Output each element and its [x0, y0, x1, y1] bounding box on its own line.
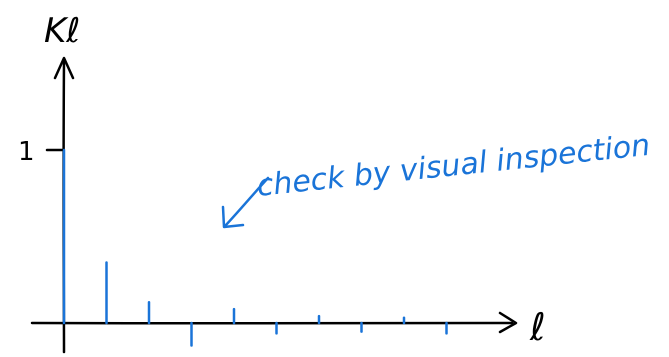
x-axis-label: ℓ — [529, 305, 546, 349]
x-axis-arrowhead — [498, 311, 518, 334]
y-axis-arrowhead — [53, 56, 75, 80]
annotation-arrow-line — [223, 176, 270, 228]
annotation-arrow-head — [221, 205, 245, 229]
bar-series — [62, 148, 448, 347]
y-tick-label: 1 — [18, 137, 35, 167]
annotation-text: check by visual inspection — [255, 128, 652, 204]
x-axis-line — [30, 321, 514, 325]
y-axis-label: Kℓ — [44, 11, 80, 51]
